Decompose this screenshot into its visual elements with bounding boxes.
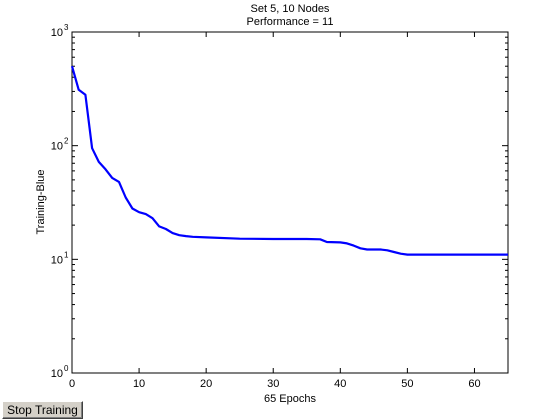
x-axis-label: 65 Epochs xyxy=(264,393,316,405)
y-tick-exponent: 0 xyxy=(64,364,69,373)
x-tick-label: 40 xyxy=(334,378,346,390)
training-curve xyxy=(70,65,508,256)
y-tick-exponent: 3 xyxy=(64,23,69,32)
y-tick-exponent: 1 xyxy=(64,250,69,259)
x-axis: 0 10 20 30 40 50 60 xyxy=(69,32,481,390)
x-tick-label: 60 xyxy=(468,378,480,390)
x-tick-label: 20 xyxy=(200,378,212,390)
y-tick-exponent: 2 xyxy=(64,137,69,146)
x-tick-label: 10 xyxy=(133,378,145,390)
chart-title: Set 5, 10 Nodes xyxy=(251,3,330,15)
y-tick-label: 10 xyxy=(51,141,63,153)
x-tick-label: 0 xyxy=(69,378,75,390)
x-tick-label: 30 xyxy=(267,378,279,390)
y-axis-label: Training-Blue xyxy=(35,169,47,234)
y-tick-label: 10 xyxy=(51,27,63,39)
y-tick-label: 10 xyxy=(51,254,63,266)
chart-subtitle: Performance = 11 xyxy=(247,16,334,28)
plot-area xyxy=(71,31,509,374)
x-tick-label: 50 xyxy=(401,378,413,390)
y-tick-label: 10 xyxy=(51,368,63,380)
stop-training-button[interactable]: Stop Training xyxy=(2,401,83,419)
